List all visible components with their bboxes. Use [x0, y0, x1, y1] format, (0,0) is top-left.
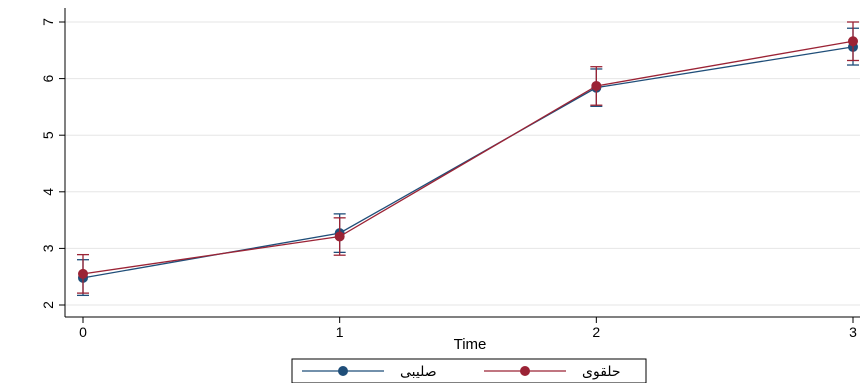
axes: [64, 8, 860, 318]
data-point: [334, 231, 345, 242]
legend-label: صلیبی: [400, 363, 437, 379]
series-2: [77, 21, 859, 294]
series: [77, 21, 859, 297]
legend: صلیبی حلقوی: [291, 358, 647, 383]
x-tick-label: 0: [79, 324, 87, 340]
x-tick-label: 1: [336, 324, 344, 340]
grid: [65, 21, 860, 306]
legend-swatch-marker: [520, 366, 530, 376]
legend-entry-2: حلقوی: [484, 363, 621, 380]
series-line: [82, 40, 854, 275]
y-tick-label: 6: [40, 74, 56, 82]
y-tick-label: 5: [40, 131, 56, 139]
x-tick-label: 2: [592, 324, 600, 340]
y-tick-label: 7: [40, 18, 56, 26]
data-point: [78, 268, 88, 279]
ticks: 2 3 4 5 6 7 0 1 2 3: [40, 18, 857, 340]
legend-label: حلقوی: [582, 363, 621, 380]
data-point: [591, 80, 602, 91]
x-tick-label: 3: [849, 324, 857, 340]
x-axis-title: Time: [454, 336, 487, 353]
y-tick-label: 2: [40, 301, 56, 309]
y-tick-label: 3: [40, 244, 56, 252]
data-point: [848, 36, 858, 47]
legend-swatch-marker: [338, 366, 348, 376]
legend-entry-1: صلیبی: [302, 363, 437, 379]
y-tick-label: 4: [40, 188, 56, 196]
